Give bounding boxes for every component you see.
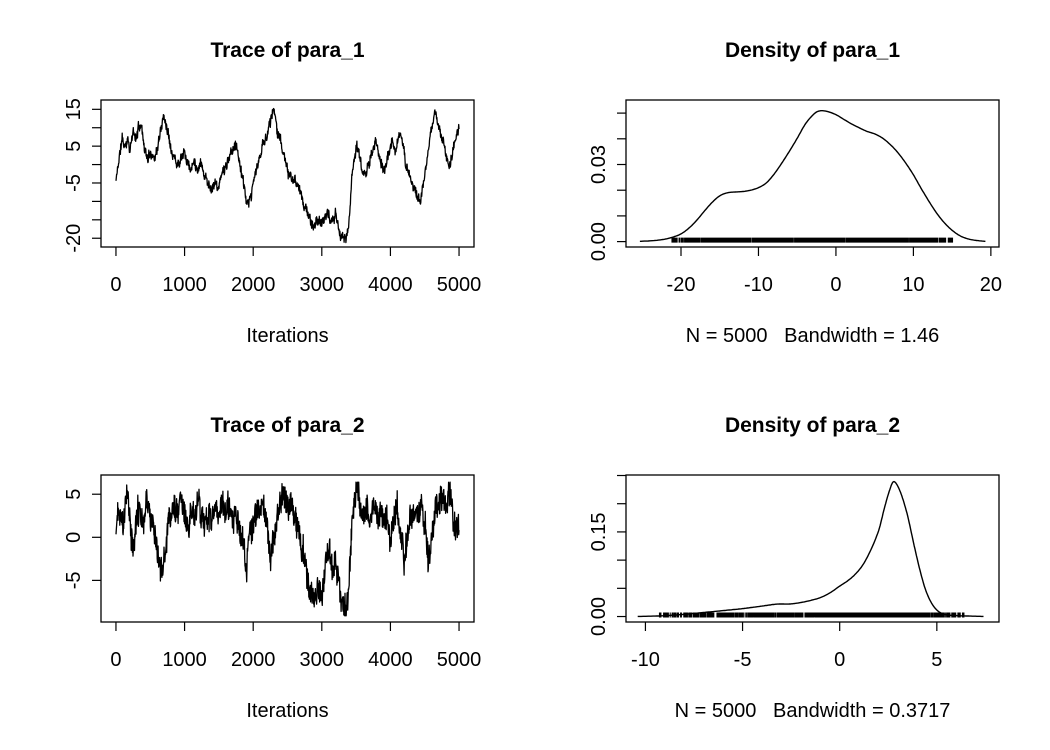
- y-tick-label: -20: [63, 224, 85, 253]
- panel-title: Trace of para_1: [210, 39, 364, 62]
- panel-trace-para-2: Trace of para_2 Iterations 0 1000 2000 3000 40…: [63, 414, 482, 722]
- y-tick-label: 0.00: [588, 597, 610, 636]
- y-tick-label: 0.15: [588, 512, 610, 551]
- x-tick-label: 2000: [231, 649, 276, 671]
- plot-frame: [625, 99, 1000, 248]
- x-tick-label: -10: [631, 649, 660, 671]
- plot-frame: [625, 474, 1000, 623]
- x-tick-label: -10: [744, 274, 773, 296]
- x-tick-label: 20: [980, 274, 1002, 296]
- x-tick-label: 0: [110, 274, 121, 296]
- trace-line: [115, 107, 460, 244]
- x-tick-label: -5: [734, 649, 752, 671]
- panel-density-para-2: Density of para_2 N = 5000 Bandwidth = 0.…: [588, 414, 1000, 722]
- x-tick-label: 3000: [300, 274, 345, 296]
- x-tick-label: 3000: [300, 649, 345, 671]
- y-tick-label: 5: [63, 141, 85, 152]
- y-tick-label: 5: [63, 489, 85, 500]
- panel-title: Density of para_1: [725, 39, 900, 62]
- x-tick-label: 10: [902, 274, 924, 296]
- density-footer-label: N = 5000 Bandwidth = 0.3717: [675, 700, 951, 722]
- x-tick-label: 4000: [368, 649, 413, 671]
- plot-frame: [100, 99, 475, 248]
- y-tick-label: 0.03: [588, 145, 610, 184]
- x-tick-label: 1000: [162, 274, 207, 296]
- x-tick-label: 0: [110, 649, 121, 671]
- x-tick-label: 0: [834, 649, 845, 671]
- x-tick-label: 2000: [231, 274, 276, 296]
- rug-marks: [658, 612, 965, 618]
- density-footer-label: N = 5000 Bandwidth = 1.46: [686, 325, 940, 347]
- y-tick-label: -5: [63, 572, 85, 590]
- y-tick-label: 15: [63, 98, 85, 120]
- trace-line: [115, 481, 460, 617]
- y-tick-label: -5: [63, 174, 85, 192]
- rug-marks: [671, 237, 954, 243]
- x-tick-label: 5: [931, 649, 942, 671]
- panel-title: Trace of para_2: [210, 414, 364, 437]
- plot-frame: [100, 474, 475, 623]
- panel-title: Density of para_2: [725, 414, 900, 437]
- panel-density-para-1: Density of para_1 N = 5000 Bandwidth = 1.…: [588, 39, 1002, 347]
- x-tick-label: 4000: [368, 274, 413, 296]
- x-tick-label: 1000: [162, 649, 207, 671]
- x-tick-label: -20: [667, 274, 696, 296]
- x-tick-label: 5000: [437, 274, 482, 296]
- x-axis-label: Iterations: [246, 325, 328, 347]
- x-axis-label: Iterations: [246, 700, 328, 722]
- x-tick-label: 5000: [437, 649, 482, 671]
- panel-trace-para-1: Trace of para_1 Iterations 0 1000 2000 3000 40…: [63, 39, 482, 347]
- x-tick-label: 0: [830, 274, 841, 296]
- y-tick-label: 0: [63, 532, 85, 543]
- density-curve: [639, 110, 986, 242]
- y-tick-label: 0.00: [588, 222, 610, 261]
- density-curve: [637, 480, 984, 618]
